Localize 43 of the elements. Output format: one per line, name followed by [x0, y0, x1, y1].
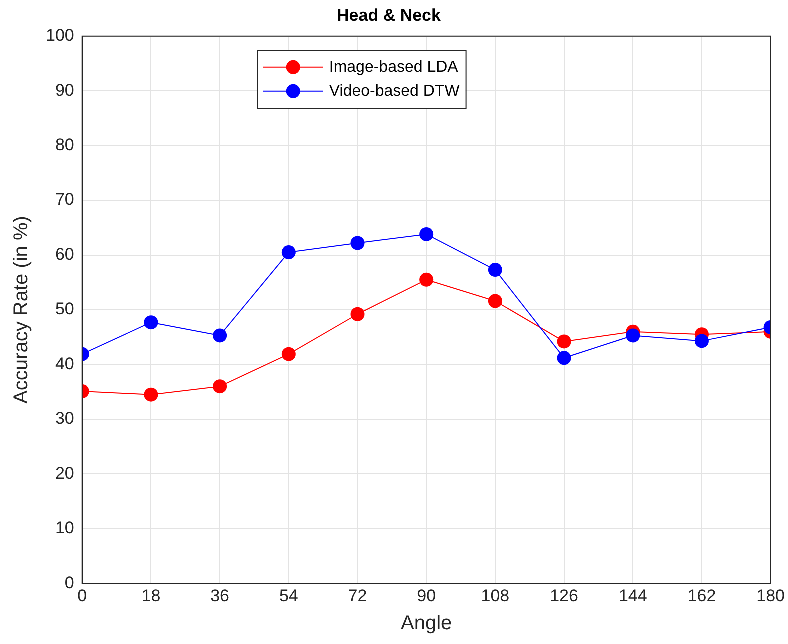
x-tick-label: 36: [210, 586, 230, 606]
y-tick-label: 30: [55, 409, 74, 428]
point: [557, 334, 572, 349]
x-tick-label: 18: [142, 586, 161, 606]
point: [557, 351, 572, 366]
point: [144, 316, 158, 330]
point: [282, 347, 296, 362]
x-tick-label: 180: [756, 586, 786, 606]
point: [282, 246, 296, 260]
point: [350, 307, 365, 322]
y-tick-label: 20: [55, 464, 74, 483]
x-axis-title: Angle: [401, 612, 452, 635]
y-tick-label: 80: [55, 136, 74, 155]
point: [488, 294, 502, 308]
point: [213, 328, 228, 343]
x-tick-label: 72: [348, 586, 368, 606]
y-tick-label: 0: [64, 573, 74, 592]
x-tick-label: 54: [279, 586, 298, 606]
point: [420, 272, 434, 287]
point: [420, 227, 434, 242]
y-tick-label: 40: [55, 354, 74, 374]
chart-title: Head & Neck: [337, 6, 442, 25]
point: [144, 388, 158, 402]
x-tick-label: 126: [550, 586, 578, 606]
x-tick-label: 144: [618, 586, 648, 606]
y-axis-title: Accuracy Rate (in %): [10, 216, 33, 404]
y-tick-label: 50: [55, 300, 74, 319]
y-tick-label: 100: [46, 26, 74, 46]
legend-label: Image-based LDA: [329, 58, 459, 76]
point: [694, 334, 709, 348]
x-tick-label: 162: [688, 586, 716, 606]
point: [488, 263, 502, 278]
x-tick-label: 108: [481, 586, 510, 606]
point: [213, 380, 228, 394]
y-tick-label: 60: [55, 244, 74, 264]
legend-label: Video-based DTW: [329, 82, 461, 100]
x-tick-label: 0: [78, 586, 88, 606]
y-tick-label: 10: [55, 518, 74, 538]
x-tick-label: 90: [417, 586, 436, 606]
y-tick-label: 70: [55, 190, 74, 210]
point: [626, 328, 640, 343]
point: [350, 236, 365, 250]
y-tick-label: 90: [55, 80, 74, 100]
